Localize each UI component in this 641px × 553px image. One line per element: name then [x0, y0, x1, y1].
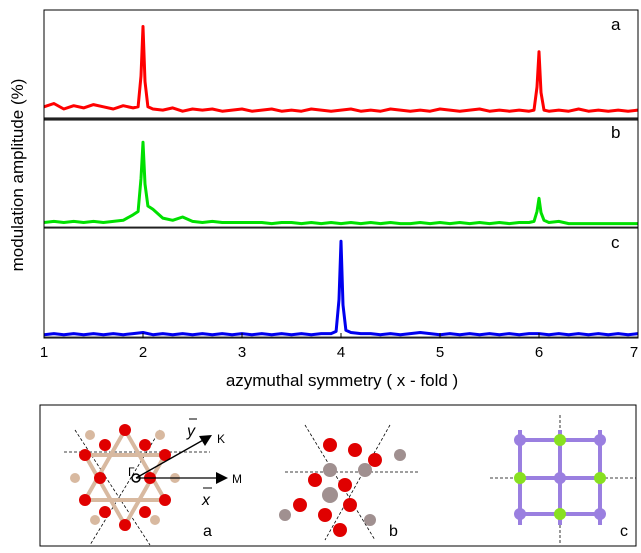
data-line — [43, 140, 638, 226]
structure-label: c — [620, 523, 628, 540]
x-tick-label: 4 — [337, 344, 345, 361]
m-label: M — [232, 472, 242, 486]
gamma-label: Γ — [128, 465, 135, 479]
x-vector-label: x — [201, 492, 211, 509]
x-axis-label: azymuthal symmetry ( x - fold ) — [226, 371, 458, 390]
structure-label: a — [203, 523, 212, 540]
panel-label: b — [611, 123, 620, 142]
structure-c — [490, 415, 636, 545]
x-tick-label: 1 — [40, 344, 48, 361]
x-tick-label: 7 — [630, 344, 638, 361]
data-line — [43, 25, 639, 113]
x-tick-label: 5 — [436, 344, 444, 361]
x-tick-label: 3 — [238, 344, 246, 361]
y-axis-label: modulation amplitude (%) — [8, 79, 27, 272]
data-line — [43, 239, 639, 337]
y-vector-label: y — [186, 423, 196, 440]
structure-b — [279, 424, 420, 541]
panel-label: a — [611, 15, 621, 34]
inset-frame — [39, 404, 637, 547]
x-tick-label: 6 — [535, 344, 543, 361]
k-label: K — [217, 432, 225, 446]
panel-frame — [43, 9, 639, 121]
structure-label: b — [389, 523, 398, 540]
panel-label: c — [611, 233, 620, 252]
panel-frame — [43, 117, 639, 229]
structure-a — [64, 418, 228, 546]
x-tick-label: 2 — [139, 344, 147, 361]
